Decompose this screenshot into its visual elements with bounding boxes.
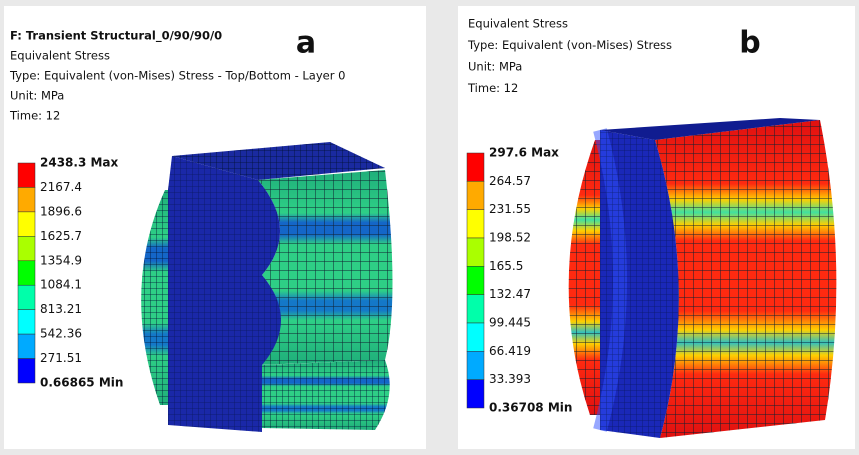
header-line: Type: Equivalent (von-Mises) Stress - To… (9, 69, 345, 83)
legend-swatch (467, 351, 484, 379)
legend-label: 198.52 (489, 231, 531, 245)
header-line: Time: 12 (9, 109, 60, 123)
legend-label: 1084.1 (40, 278, 82, 292)
header-line: Unit: MPa (468, 60, 522, 74)
legend-swatch (18, 187, 35, 211)
header-line: F: Transient Structural_0/90/90/0 (10, 29, 222, 44)
legend-swatch (18, 236, 35, 260)
legend-label: 2438.3 Max (40, 156, 119, 170)
page: F: Transient Structural_0/90/90/0 Equival… (0, 0, 859, 455)
header-line: Unit: MPa (10, 89, 64, 103)
legend-label: 0.66865 Min (40, 376, 123, 390)
model-b (569, 118, 837, 438)
legend-label: 271.51 (40, 351, 82, 365)
header-line: Equivalent Stress (10, 49, 110, 63)
panel-letter: b (739, 26, 760, 61)
legend-label: 165.5 (489, 259, 523, 273)
figure: F: Transient Structural_0/90/90/0 Equival… (0, 0, 859, 455)
legend-label: 1896.6 (40, 204, 82, 218)
legend-swatch (18, 212, 35, 236)
header-line: Type: Equivalent (von-Mises) Stress (467, 38, 672, 52)
legend-swatch (18, 261, 35, 285)
legend-swatch (467, 153, 484, 181)
panel-letter: a (296, 26, 316, 61)
legend-label: 1354.9 (40, 253, 82, 267)
legend-label: 1625.7 (40, 229, 82, 243)
legend-label: 99.445 (489, 316, 531, 330)
model-a (141, 142, 392, 432)
legend-swatch (467, 238, 484, 266)
legend-swatch (467, 210, 484, 238)
legend-swatch (467, 323, 484, 351)
legend-label: 66.419 (489, 344, 531, 358)
legend-swatch (18, 163, 35, 187)
legend-swatch (467, 181, 484, 209)
legend-label: 33.393 (489, 372, 531, 386)
legend-swatch (467, 266, 484, 294)
legend-label: 813.21 (40, 302, 82, 316)
header-line: Time: 12 (467, 81, 518, 95)
legend-label: 2167.4 (40, 180, 82, 194)
legend-swatch (18, 310, 35, 334)
legend-label: 264.57 (489, 174, 531, 188)
legend-swatch (18, 359, 35, 383)
legend-swatch (467, 380, 484, 408)
header-line: Equivalent Stress (468, 17, 568, 31)
legend-label: 297.6 Max (489, 146, 559, 160)
legend-swatch (18, 285, 35, 309)
legend-swatch (467, 295, 484, 323)
legend-label: 132.47 (489, 287, 531, 301)
legend-label: 542.36 (40, 327, 82, 341)
legend-swatch (18, 334, 35, 358)
legend-label: 231.55 (489, 202, 531, 216)
legend-label: 0.36708 Min (489, 401, 572, 415)
